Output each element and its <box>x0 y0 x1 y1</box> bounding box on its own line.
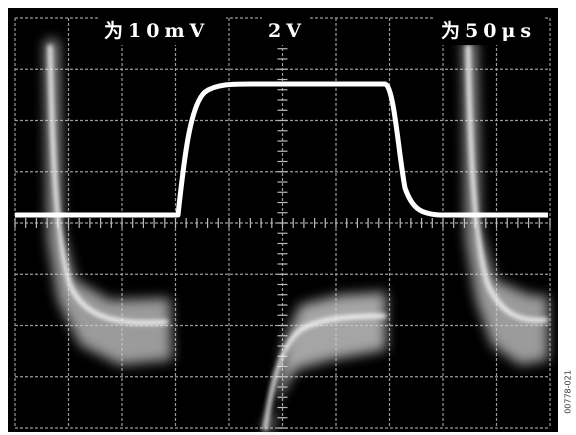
noise-edges <box>48 44 549 431</box>
volts-per-div-label: 2V <box>268 20 306 42</box>
graticule <box>14 17 551 429</box>
time-per-div-label: 为50μs <box>441 19 536 42</box>
decay-trace <box>466 44 549 323</box>
label-box <box>98 17 226 45</box>
noise-cloud <box>463 40 548 365</box>
decay-trace <box>48 44 169 325</box>
noise-cloud <box>262 292 386 432</box>
noise-clouds <box>45 40 548 432</box>
decay-trace <box>263 314 387 431</box>
square-wave-trace <box>15 81 548 218</box>
label-box <box>435 17 545 45</box>
noise-cloud <box>45 40 172 365</box>
volts-per-div-label: 为10mV <box>104 19 209 42</box>
label-box <box>262 17 308 45</box>
figure-id: 00778-021 <box>564 370 573 414</box>
